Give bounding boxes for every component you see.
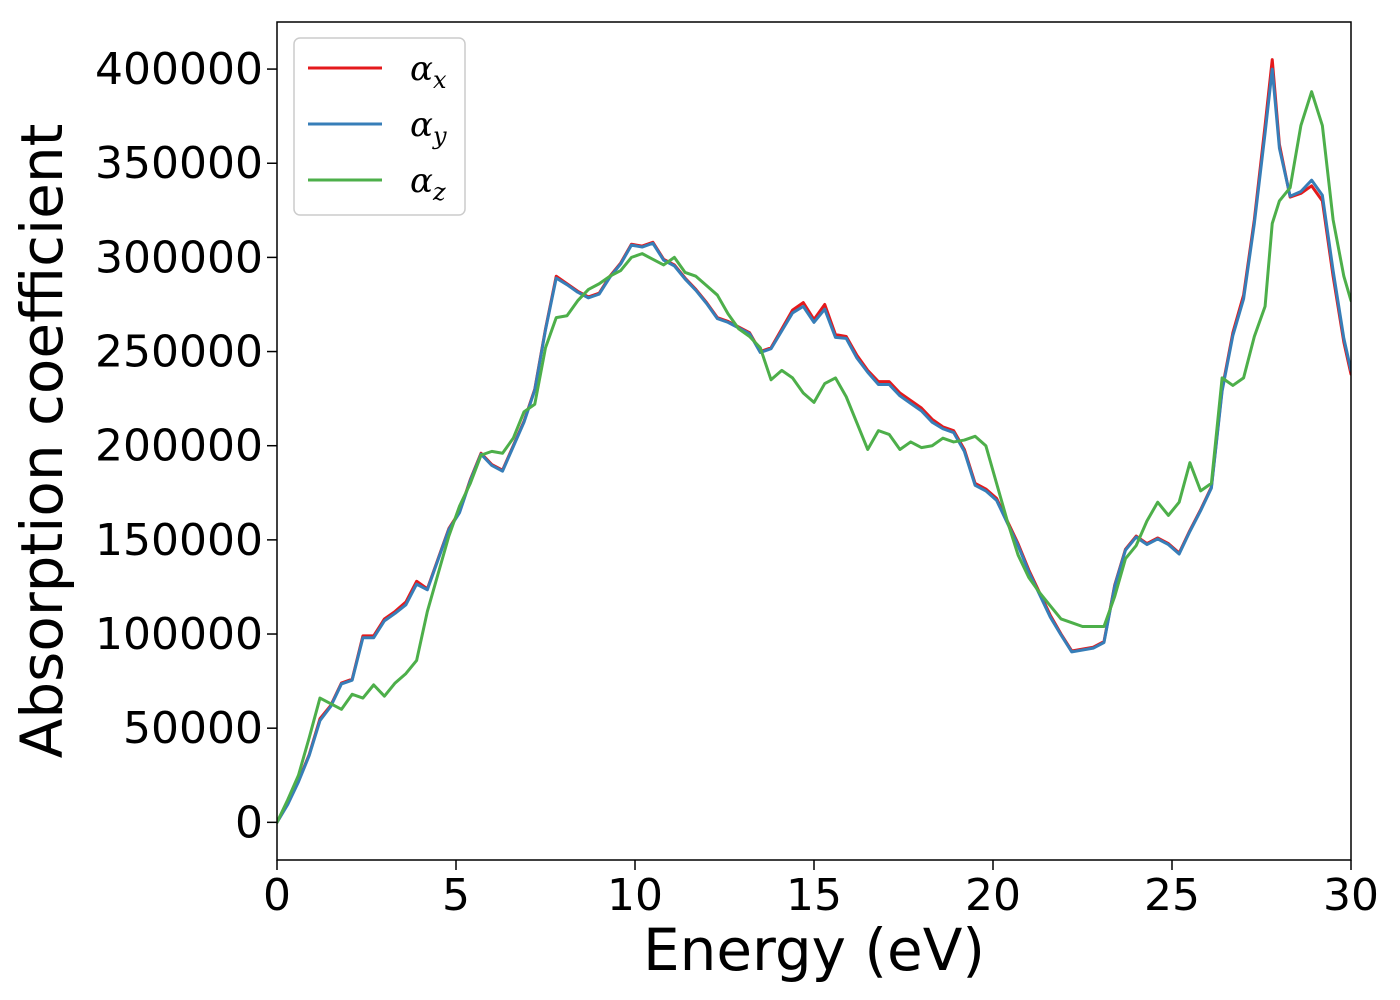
y-tick-label: 350000 (95, 138, 263, 189)
legend-symbol: α (410, 105, 433, 145)
x-tick-label: 30 (1323, 870, 1379, 921)
x-tick-label: 10 (607, 870, 663, 921)
legend-symbol: α (410, 161, 433, 201)
x-tick-label: 20 (965, 870, 1021, 921)
x-axis-title: Energy (eV) (643, 916, 985, 984)
y-tick-label: 400000 (95, 44, 263, 95)
legend-box (293, 37, 466, 216)
x-tick-label: 15 (786, 870, 842, 921)
y-axis-title: Absorption coefficient (8, 124, 76, 759)
legend-label-y: αy (410, 105, 447, 150)
x-tick-label: 0 (263, 870, 291, 921)
y-tick-label: 250000 (95, 327, 263, 378)
legend-label-x: αx (410, 49, 447, 94)
y-tick-label: 300000 (95, 232, 263, 283)
legend-symbol: α (410, 49, 433, 89)
y-tick-label: 150000 (95, 515, 263, 566)
plot-lines (277, 58, 1351, 824)
series-line-z (277, 90, 1351, 824)
x-tick-label: 25 (1144, 870, 1200, 921)
legend-subscript: z (432, 178, 446, 206)
y-tick-label: 50000 (123, 703, 263, 754)
x-tick-label: 5 (442, 870, 470, 921)
y-tick-label: 100000 (95, 609, 263, 660)
legend-label-z: αz (410, 161, 446, 206)
legend-subscript: x (433, 66, 447, 94)
ticks-group: 0 5 10 15 20 25 30 0 50000 100000 150000 200000 2500… (95, 44, 1379, 921)
y-tick-label: 0 (235, 797, 263, 848)
y-tick-label: 200000 (95, 421, 263, 472)
legend-subscript: y (432, 122, 447, 150)
